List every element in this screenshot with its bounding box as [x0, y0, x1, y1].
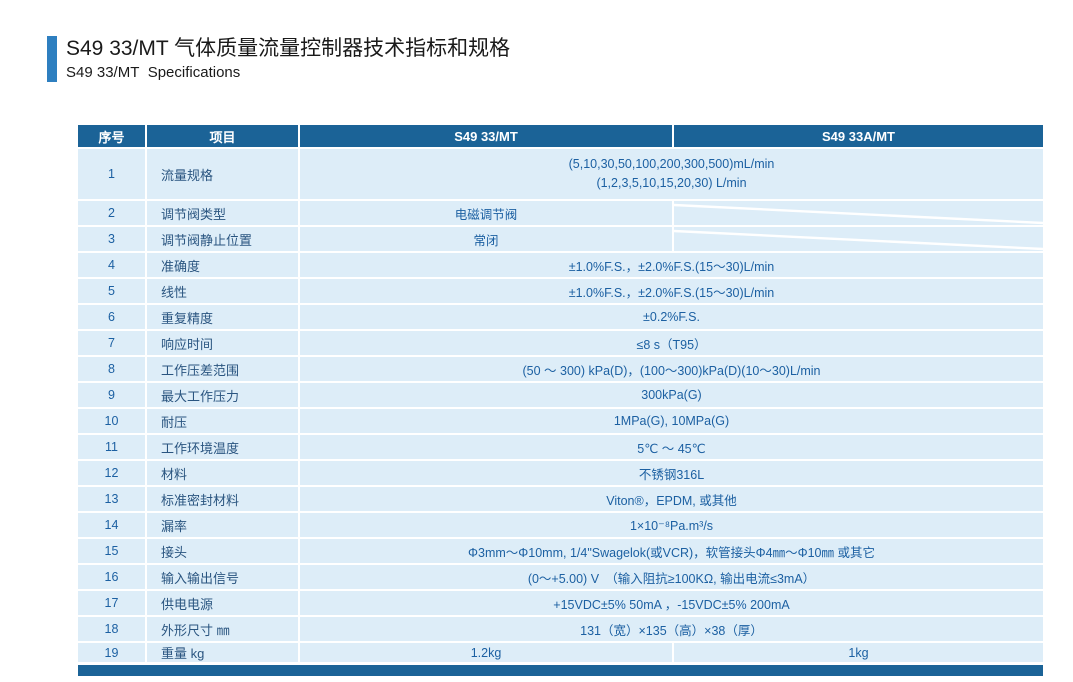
item-cell: 最大工作压力 — [147, 383, 298, 407]
value-line: (5,10,30,50,100,200,300,500)mL/min — [568, 156, 775, 171]
value-cell: Φ3mm～Φ10mm, 1/4"Swagelok(或VCR)，软管接头Φ4㎜～Φ… — [300, 539, 1043, 563]
title-text-block: S49 33/MT 气体质量流量控制器技术指标和规格 S49 33/MT Spe… — [66, 36, 510, 82]
na-diagonal-line — [674, 227, 1043, 251]
table-row: 9 最大工作压力 300kPa(G) — [78, 383, 1043, 407]
value-cell: 5℃ ～ 45℃ — [300, 435, 1043, 459]
item-cell: 准确度 — [147, 253, 298, 277]
value-cell: 电磁调节阀 — [300, 201, 672, 225]
row-number-cell: 15 — [78, 539, 145, 563]
item-cell: 材料 — [147, 461, 298, 485]
row-number-cell: 8 — [78, 357, 145, 381]
item-cell: 工作压差范围 — [147, 357, 298, 381]
table-row: 6 重复精度 ±0.2%F.S. — [78, 305, 1043, 329]
col-header-model2: S49 33A/MT — [674, 125, 1043, 147]
row-number-cell: 19 — [78, 643, 145, 662]
table-row: 7 响应时间 ≤8 s（T95） — [78, 331, 1043, 355]
table-row: 19 重量 kg 1.2kg 1kg — [78, 643, 1043, 662]
value-line: (1,2,3,5,10,15,20,30) L/min — [596, 176, 747, 190]
value-cell: 1MPa(G), 10MPa(G) — [300, 409, 1043, 433]
value-cell: Viton®，EPDM, 或其他 — [300, 487, 1043, 511]
table-row: 17 供电电源 +15VDC±5% 50mA ，-15VDC±5% 200mA — [78, 591, 1043, 615]
na-diagonal-line — [674, 201, 1043, 225]
item-cell: 输入输出信号 — [147, 565, 298, 589]
value-cell: 不锈钢316L — [300, 461, 1043, 485]
row-number-cell: 9 — [78, 383, 145, 407]
item-cell: 流量规格 — [147, 149, 298, 199]
item-cell: 接头 — [147, 539, 298, 563]
table-row: 14 漏率 1×10⁻⁸Pa.m³/s — [78, 513, 1043, 537]
table-row: 12 材料 不锈钢316L — [78, 461, 1043, 485]
na-cell — [674, 227, 1043, 251]
spec-table: 序号 项目 S49 33/MT S49 33A/MT 1 流量规格 (5,10,30… — [76, 123, 1045, 664]
table-row: 3 调节阀静止位置 常闭 — [78, 227, 1043, 251]
value-cell: (5,10,30,50,100,200,300,500)mL/min (1,2,3… — [300, 149, 1043, 199]
item-cell: 响应时间 — [147, 331, 298, 355]
row-number-cell: 10 — [78, 409, 145, 433]
table-row: 15 接头 Φ3mm～Φ10mm, 1/4"Swagelok(或VCR)，软管接头Φ… — [78, 539, 1043, 563]
item-cell: 重量 kg — [147, 643, 298, 662]
title-area: S49 33/MT 气体质量流量控制器技术指标和规格 S49 33/MT Spe… — [47, 36, 510, 82]
item-cell: 标准密封材料 — [147, 487, 298, 511]
value-cell: 300kPa(G) — [300, 383, 1043, 407]
value-cell: (0～+5.00) V （输入阻抗≥100KΩ, 输出电流≤3mA） — [300, 565, 1043, 589]
value-cell-model1: 1.2kg — [300, 643, 672, 662]
value-cell-model2: 1kg — [674, 643, 1043, 662]
col-header-item: 项目 — [147, 125, 298, 147]
value-cell: ≤8 s（T95） — [300, 331, 1043, 355]
row-number-cell: 5 — [78, 279, 145, 303]
row-number-cell: 16 — [78, 565, 145, 589]
value-cell: 131（宽）×135（高）×38（厚） — [300, 617, 1043, 641]
row-number-cell: 2 — [78, 201, 145, 225]
table-row: 10 耐压 1MPa(G), 10MPa(G) — [78, 409, 1043, 433]
value-cell: ±0.2%F.S. — [300, 305, 1043, 329]
item-cell: 供电电源 — [147, 591, 298, 615]
title-accent-bar — [47, 36, 57, 82]
na-cell — [674, 201, 1043, 225]
table-row: 2 调节阀类型 电磁调节阀 — [78, 201, 1043, 225]
row-number-cell: 17 — [78, 591, 145, 615]
row-number-cell: 11 — [78, 435, 145, 459]
table-row: 16 输入输出信号 (0～+5.00) V （输入阻抗≥100KΩ, 输出电流≤3m… — [78, 565, 1043, 589]
table-footer-bar — [78, 665, 1043, 676]
value-cell: ±1.0%F.S.，±2.0%F.S.(15～30)L/min — [300, 279, 1043, 303]
row-number-cell: 1 — [78, 149, 145, 199]
row-number-cell: 14 — [78, 513, 145, 537]
item-cell: 重复精度 — [147, 305, 298, 329]
row-number-cell: 7 — [78, 331, 145, 355]
item-cell: 调节阀类型 — [147, 201, 298, 225]
row-number-cell: 13 — [78, 487, 145, 511]
item-cell: 工作环境温度 — [147, 435, 298, 459]
col-header-model1: S49 33/MT — [300, 125, 672, 147]
page-subtitle: S49 33/MT Specifications — [66, 64, 241, 81]
value-cell: (50 ～ 300) kPa(D)，(100～300)kPa(D)(10～30)… — [300, 357, 1043, 381]
item-cell: 线性 — [147, 279, 298, 303]
value-cell: +15VDC±5% 50mA ，-15VDC±5% 200mA — [300, 591, 1043, 615]
table-row: 5 线性 ±1.0%F.S.，±2.0%F.S.(15～30)L/min — [78, 279, 1043, 303]
value-cell: ±1.0%F.S.，±2.0%F.S.(15～30)L/min — [300, 253, 1043, 277]
table-row: 11 工作环境温度 5℃ ～ 45℃ — [78, 435, 1043, 459]
value-cell: 1×10⁻⁸Pa.m³/s — [300, 513, 1043, 537]
row-number-cell: 12 — [78, 461, 145, 485]
item-cell: 耐压 — [147, 409, 298, 433]
table-row: 1 流量规格 (5,10,30,50,100,200,300,500)mL/min(… — [78, 149, 1043, 199]
page-title: S49 33/MT 气体质量流量控制器技术指标和规格 — [66, 37, 511, 60]
table-row: 8 工作压差范围 (50 ～ 300) kPa(D)，(100～300)kPa(D)… — [78, 357, 1043, 381]
row-number-cell: 4 — [78, 253, 145, 277]
item-cell: 外形尺寸 ㎜ — [147, 617, 298, 641]
value-cell: 常闭 — [300, 227, 672, 251]
item-cell: 漏率 — [147, 513, 298, 537]
table-row: 4 准确度 ±1.0%F.S.，±2.0%F.S.(15～30)L/min — [78, 253, 1043, 277]
row-number-cell: 6 — [78, 305, 145, 329]
row-number-cell: 3 — [78, 227, 145, 251]
row-number-cell: 18 — [78, 617, 145, 641]
col-header-no: 序号 — [78, 125, 145, 147]
table-header-row: 序号 项目 S49 33/MT S49 33A/MT — [78, 125, 1043, 147]
table-row: 18 外形尺寸 ㎜ 131（宽）×135（高）×38（厚） — [78, 617, 1043, 641]
item-cell: 调节阀静止位置 — [147, 227, 298, 251]
table-row: 13 标准密封材料 Viton®，EPDM, 或其他 — [78, 487, 1043, 511]
